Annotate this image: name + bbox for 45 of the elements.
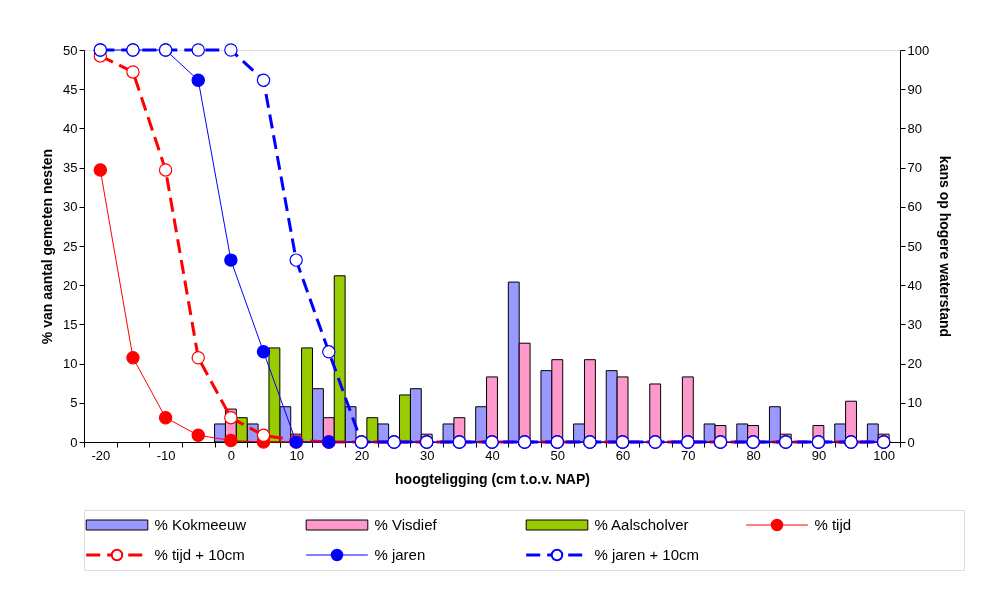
y-tick-label: 10	[63, 356, 78, 372]
x-tick-label: 100	[873, 447, 896, 463]
y-tick-label: 15	[63, 316, 78, 332]
y2-tick-label: 90	[907, 81, 922, 97]
y2-tick-label: 0	[907, 434, 915, 450]
x-tick-label: 50	[550, 447, 566, 463]
y-tick-label: 50	[63, 42, 78, 58]
legend-label: % Kokmeeuw	[154, 516, 247, 533]
legend-label: % tijd + 10cm	[154, 546, 245, 563]
legend-label: % jaren	[374, 546, 426, 563]
y-axis-title: % van aantal gemeten nesten	[39, 148, 56, 345]
y-tick-label: 35	[63, 160, 78, 176]
x-tick-label: 10	[289, 447, 304, 463]
y2-tick-label: 30	[907, 316, 922, 332]
x-tick-label: 20	[354, 447, 370, 463]
y2-tick-label: 10	[907, 395, 922, 411]
y-tick-label: 5	[70, 395, 78, 411]
x-tick-label: 90	[811, 447, 827, 463]
x-tick-label: 80	[746, 447, 761, 463]
legend-label: % jaren + 10cm	[594, 546, 700, 563]
y2-axis-title: kans op hogere waterstand	[937, 155, 954, 338]
y-tick-label: 0	[70, 434, 78, 450]
y-tick-label: 45	[63, 81, 78, 97]
y2-tick-label: 70	[907, 160, 922, 176]
x-tick-label: 60	[615, 447, 631, 463]
y2-tick-label: 60	[907, 199, 922, 215]
legend-label: % tijd	[814, 516, 852, 533]
y2-tick-label: 50	[907, 238, 922, 254]
y2-tick-label: 100	[907, 42, 930, 58]
x-tick-label: 30	[419, 447, 435, 463]
y-tick-label: 30	[63, 199, 78, 215]
x-tick-label: -10	[156, 447, 176, 463]
x-axis-title: hoogteligging (cm t.o.v. NAP)	[395, 470, 590, 487]
x-tick-label: 0	[227, 447, 235, 463]
legend-label: % Visdief	[374, 516, 438, 533]
x-tick-label: 70	[681, 447, 696, 463]
y2-tick-label: 20	[907, 356, 922, 372]
y2-tick-label: 40	[907, 277, 922, 293]
x-tick-label: 40	[485, 447, 500, 463]
y-tick-label: 40	[63, 120, 78, 136]
y-tick-label: 25	[63, 238, 78, 254]
legend-label: % Aalscholver	[594, 516, 689, 533]
y-tick-label: 20	[63, 277, 78, 293]
x-tick-label: -20	[91, 447, 111, 463]
y2-tick-label: 80	[907, 120, 922, 136]
